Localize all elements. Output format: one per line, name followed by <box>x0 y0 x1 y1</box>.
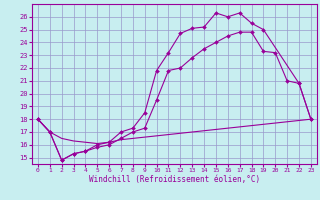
X-axis label: Windchill (Refroidissement éolien,°C): Windchill (Refroidissement éolien,°C) <box>89 175 260 184</box>
